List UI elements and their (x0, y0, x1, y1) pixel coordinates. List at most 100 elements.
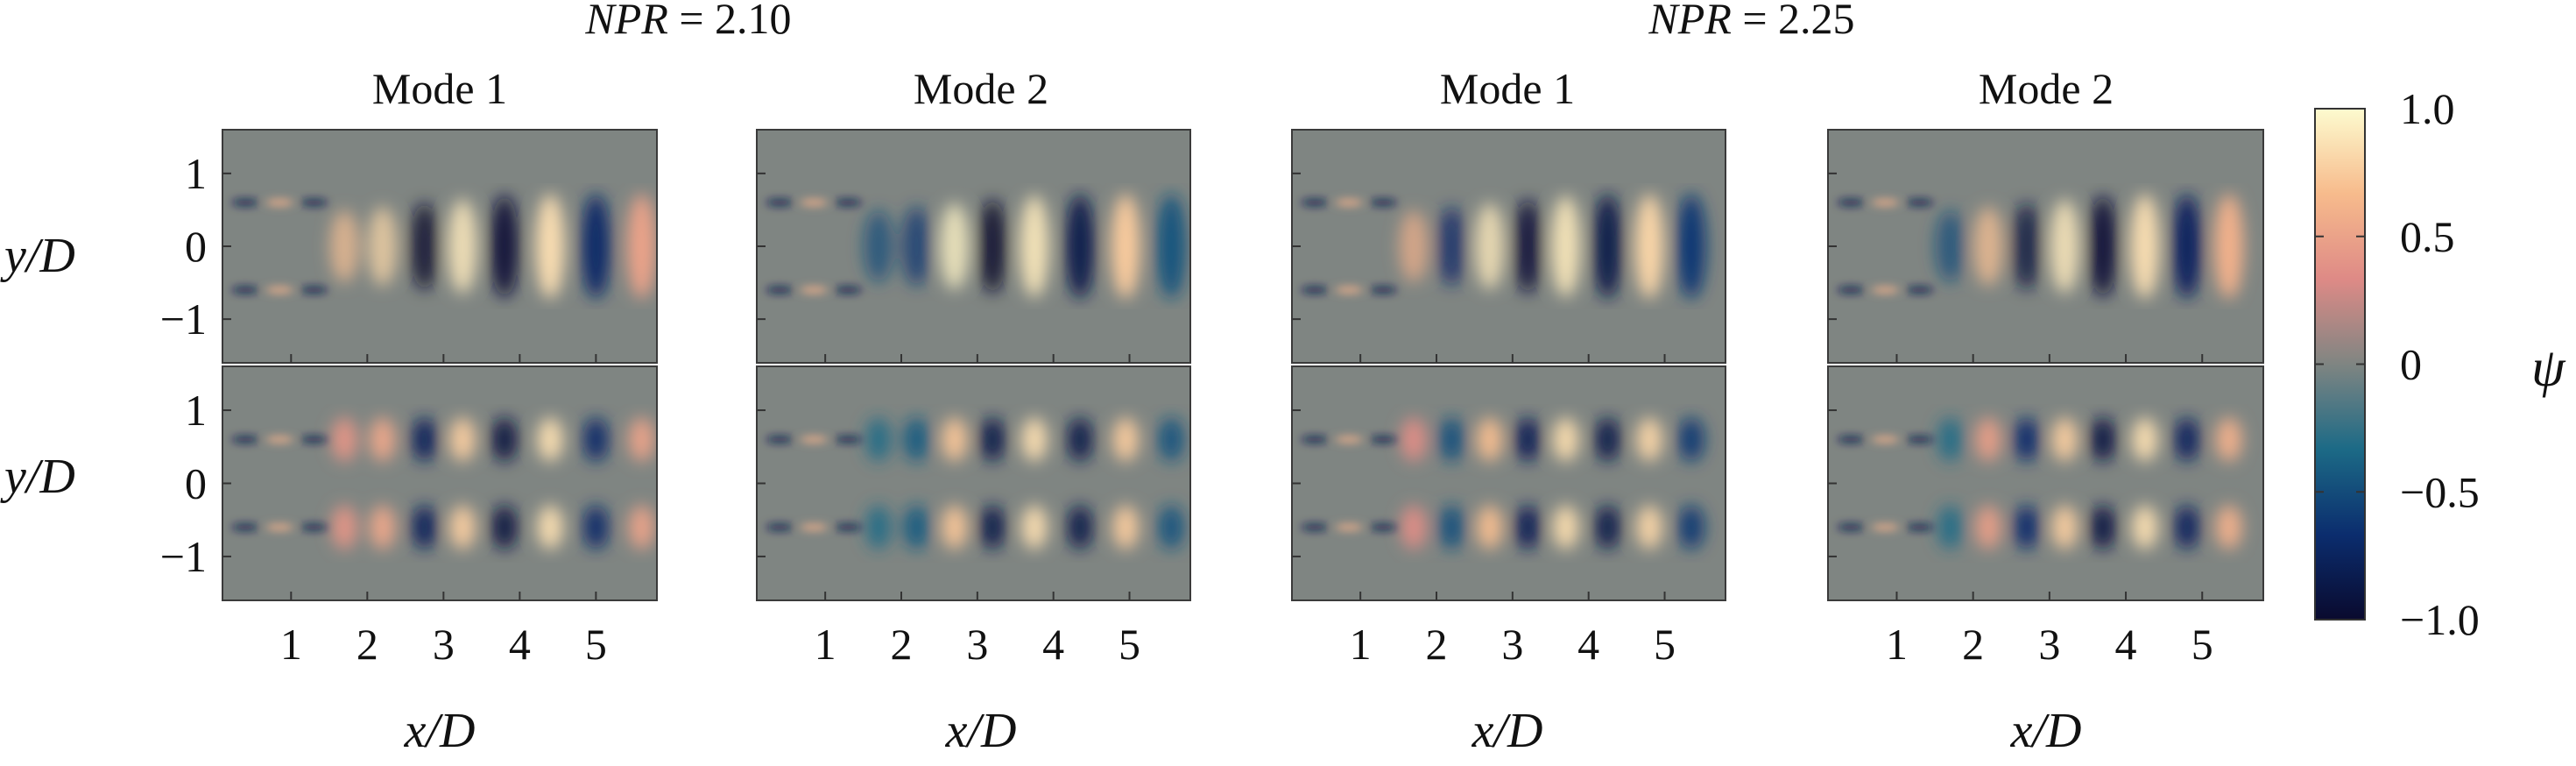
x-tick-label: 4 (1042, 620, 1064, 669)
y-tick-label: 0 (185, 459, 207, 508)
streak (265, 286, 293, 294)
streak (1905, 436, 1934, 443)
streak (1905, 199, 1934, 207)
streak (1871, 199, 1900, 207)
x-tick-label: 1 (1350, 620, 1372, 669)
x-tick-label: 4 (2115, 620, 2137, 669)
colorbar-tick-label: 0.5 (2400, 212, 2455, 261)
structure-central (581, 194, 610, 299)
x-tick-label: 5 (1119, 620, 1140, 669)
structure-central (1475, 202, 1505, 290)
y-tick-label: 0 (185, 222, 207, 271)
structure-central (1156, 194, 1186, 299)
streak (1301, 523, 1329, 531)
streak (1837, 523, 1865, 531)
streak (1301, 286, 1329, 294)
structure-central (1973, 206, 2003, 287)
structure-central (1436, 206, 1466, 287)
streak (766, 286, 794, 294)
structure-shear-layer (411, 505, 438, 550)
structure-central (1111, 194, 1140, 299)
streak (300, 286, 328, 294)
structure-shear-layer (1937, 417, 1964, 462)
structure-shear-layer (942, 505, 968, 550)
structure-shear-layer (2051, 505, 2078, 550)
x-tick-label: 2 (356, 620, 378, 669)
structure-shear-layer (449, 505, 476, 550)
structure-shear-layer (2173, 417, 2200, 462)
streak (231, 286, 259, 294)
colorbar-tick-label: −1.0 (2400, 595, 2480, 644)
streak (834, 523, 862, 531)
streak (1369, 436, 1397, 443)
structure-shear-layer (1067, 417, 1093, 462)
structure-central (1399, 209, 1429, 283)
structure-shear-layer (369, 505, 396, 550)
structure-shear-layer (582, 417, 610, 462)
streak (231, 199, 259, 207)
structure-shear-layer (1937, 505, 1964, 550)
structure-shear-layer (2090, 505, 2116, 550)
structure-central (2130, 194, 2160, 299)
streak (1905, 523, 1934, 531)
streak (1837, 199, 1865, 207)
structure-central (1935, 209, 1966, 283)
panel-title-3: Mode 1 (1440, 64, 1575, 113)
structure-central (2050, 199, 2079, 294)
structure-shear-layer (979, 505, 1006, 550)
colorbar-tick-label: −0.5 (2400, 467, 2480, 516)
structure-shear-layer (1552, 417, 1579, 462)
structure-shear-layer (942, 417, 968, 462)
structure-shear-layer (582, 505, 610, 550)
y-tick-label: 1 (185, 386, 207, 435)
streak (231, 436, 259, 443)
structure-central (448, 198, 477, 294)
heatmap-panel-r2-c2 (756, 365, 1191, 601)
structure-central (1551, 195, 1581, 297)
structure-central (1592, 194, 1622, 299)
structure-central (1634, 194, 1664, 299)
structure-shear-layer (2132, 505, 2158, 550)
structure-shear-layer (449, 417, 476, 462)
streak (766, 199, 794, 207)
streak (834, 286, 862, 294)
structure-central (901, 206, 931, 287)
structure-shear-layer (1158, 417, 1185, 462)
xlabel-1: x/D (404, 704, 476, 758)
panel-title-1: Mode 1 (372, 64, 507, 113)
x-tick-label: 3 (1501, 620, 1523, 669)
structure-shear-layer (1636, 505, 1662, 550)
streak (800, 199, 828, 207)
streak (1837, 436, 1865, 443)
structure-shear-layer (1636, 417, 1662, 462)
structure-shear-layer (491, 417, 518, 462)
structure-shear-layer (1678, 505, 1704, 550)
structure-central (1065, 194, 1095, 299)
structure-shear-layer (537, 505, 563, 550)
streak (1301, 199, 1329, 207)
structure-shear-layer (1514, 417, 1541, 462)
streak (834, 199, 862, 207)
y-tick-label: −1 (160, 294, 207, 344)
structure-central (329, 209, 359, 283)
x-tick-label: 1 (815, 620, 836, 669)
panel-background (1828, 366, 2263, 600)
structure-shear-layer (2051, 417, 2078, 462)
streak (265, 523, 293, 531)
xlabel-4: x/D (2010, 704, 2082, 758)
panel-background (1292, 366, 1726, 600)
structure-central (2214, 194, 2244, 299)
structure-central (368, 206, 398, 287)
heatmap-panel-r1-c1 (222, 129, 658, 364)
streak (800, 436, 828, 443)
streak (265, 436, 293, 443)
y-tick-label: −1 (160, 532, 207, 581)
streak (1335, 523, 1363, 531)
structure-central (1020, 195, 1049, 298)
structure-shear-layer (331, 505, 358, 550)
streak (300, 436, 328, 443)
panel-title-2: Mode 2 (914, 64, 1048, 113)
colorbar-label: ψ (2531, 338, 2566, 398)
structure-shear-layer (1975, 505, 2001, 550)
